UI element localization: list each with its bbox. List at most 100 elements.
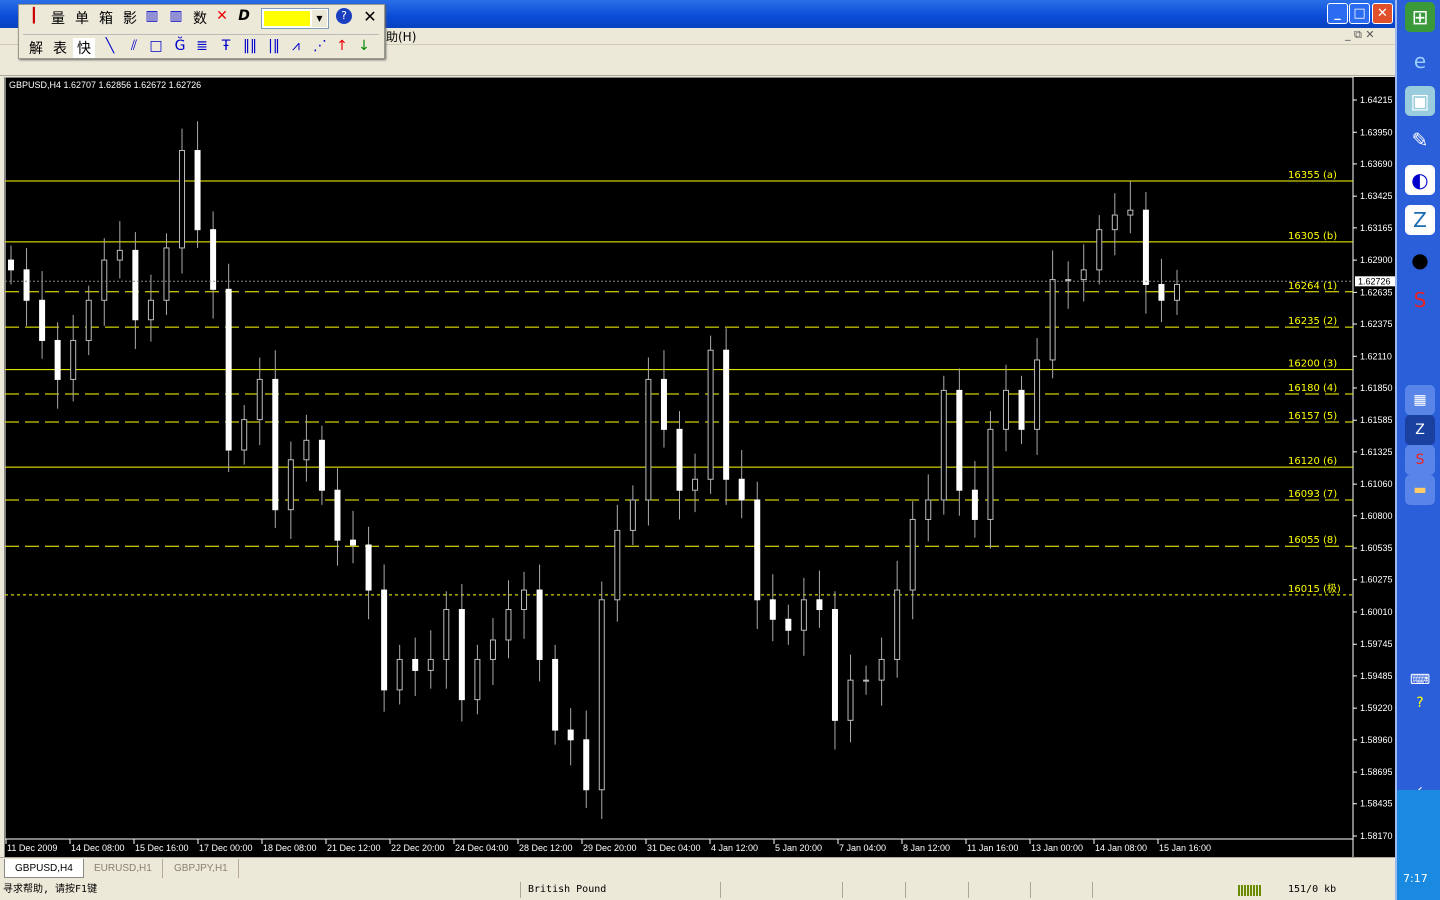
time-tick-label: 31 Dec 04:00 (647, 843, 701, 853)
candle-bearish (1018, 389, 1025, 430)
keyboard-icon[interactable]: ⌨ (1409, 672, 1431, 688)
histogram2-icon[interactable]: ▥ (169, 8, 183, 24)
candle-bullish (85, 299, 92, 341)
cross-icon[interactable]: ✕ (216, 8, 228, 24)
candlestick-icon[interactable]: ┃ (29, 8, 39, 24)
menu-help[interactable]: 助(H) (386, 30, 417, 44)
candle-bearish (754, 499, 761, 601)
current-price-box (1355, 276, 1395, 287)
level-label: 16264 (1) (1288, 281, 1337, 292)
app-icon[interactable]: ▣ (1405, 86, 1435, 116)
time-tick-label: 4 Jan 12:00 (711, 843, 758, 853)
candle-bullish (179, 150, 186, 249)
channel-tool-icon[interactable]: ⫽ (130, 38, 138, 54)
tool-order[interactable]: 单 (75, 11, 89, 27)
floating-drawing-toolbar: ┃ 量 单 箱 影 ▥ ▥ 数 ✕ D ▼ ? ✕ 解 表 快 ╲ ⫽ □ Ğ … (18, 4, 385, 59)
divider (905, 882, 906, 898)
help-icon[interactable]: ? (336, 8, 352, 24)
minimize-button[interactable]: _ (1327, 3, 1348, 24)
time-tick-label: 8 Jan 12:00 (903, 843, 950, 853)
candle-bearish (660, 378, 667, 430)
candle-bearish (132, 249, 139, 321)
fan-tool-icon[interactable]: ⩘ (292, 38, 300, 54)
gann-tool-icon[interactable]: Ğ (174, 38, 186, 54)
fibo-time-icon[interactable]: |‖ (268, 38, 280, 54)
time-tick-label: 24 Dec 04:00 (455, 843, 509, 853)
candle-bullish (287, 459, 294, 511)
candle-bullish (474, 658, 481, 701)
price-tick-label: 1.63165 (1360, 223, 1393, 233)
price-chart[interactable]: GBPUSD,H4 1.62707 1.62856 1.62672 1.6272… (4, 77, 1395, 857)
candle-bullish (70, 339, 77, 380)
rectangle-tool-icon[interactable]: □ (149, 38, 163, 54)
help-icon[interactable]: ? (1416, 695, 1424, 711)
cycle-lines-icon[interactable]: ‖‖ (243, 38, 257, 54)
fibo-tool-icon[interactable]: ≣ (196, 38, 208, 54)
taskbar-item-icon[interactable]: Z (1405, 415, 1435, 445)
taskbar-item-icon[interactable]: ▦ (1405, 385, 1435, 415)
candle-bullish (396, 658, 403, 691)
time-tick-label: 17 Dec 00:00 (199, 843, 253, 853)
price-tick-label: 1.63950 (1360, 127, 1393, 137)
chart-info: GBPUSD,H4 1.62707 1.62856 1.62672 1.6272… (9, 80, 202, 90)
mdi-controls[interactable]: _ ⧉ ✕ (1345, 28, 1375, 41)
chart-canvas[interactable]: 1.64215 1.63950 1.63690 1.63425 1.63165 1.629… (5, 77, 1396, 857)
tool-table[interactable]: 表 (53, 41, 67, 57)
zhi-icon[interactable]: Z (1405, 205, 1435, 235)
app-icon[interactable]: S (1413, 288, 1427, 312)
candle-bullish (878, 658, 885, 681)
ie-icon[interactable]: e (1413, 49, 1427, 73)
candle-bullish (863, 679, 870, 682)
candle-bullish (598, 599, 605, 791)
price-tick-label: 1.59485 (1360, 671, 1393, 681)
candle-bearish (412, 658, 419, 671)
candle-bullish (925, 499, 932, 520)
price-tick-label: 1.60535 (1360, 543, 1393, 553)
chart-tab[interactable]: GBPJPY,H1 (164, 859, 239, 878)
maximize-button[interactable]: □ (1349, 3, 1370, 24)
close-button[interactable]: ✕ (1372, 3, 1393, 24)
candle-bullish (629, 499, 636, 531)
histogram-icon[interactable]: ▥ (145, 8, 159, 24)
close-icon[interactable]: ✕ (363, 7, 377, 26)
level-label: 16200 (3) (1288, 359, 1337, 370)
dx-icon[interactable]: D (238, 8, 250, 24)
arrow-down-icon[interactable]: ↓ (358, 38, 370, 54)
windows-logo-icon[interactable]: ⊞ (1405, 2, 1435, 32)
tool-quick[interactable]: 快 (73, 38, 95, 58)
candle-bullish (1002, 389, 1009, 430)
gann-fan-icon[interactable]: ⋰ (313, 38, 327, 54)
time-tick-label: 11 Jan 16:00 (967, 843, 1018, 853)
paint-icon[interactable]: ✎ (1411, 128, 1429, 152)
candle-bearish (1142, 209, 1149, 285)
chart-tab[interactable]: GBPUSD,H4 (4, 859, 84, 878)
tool-analyze[interactable]: 解 (29, 41, 43, 57)
candle-bullish (1174, 283, 1180, 301)
candle-bullish (1080, 269, 1087, 281)
taskbar-item-icon[interactable]: S (1405, 445, 1435, 475)
divider (1092, 882, 1093, 898)
app-icon[interactable]: ◐ (1405, 165, 1435, 195)
tool-volume[interactable]: 量 (51, 11, 65, 27)
text-tool-icon[interactable]: Ŧ (221, 38, 231, 54)
tool-shadow[interactable]: 影 (123, 11, 137, 27)
candle-bearish (1158, 283, 1165, 301)
folder-icon[interactable]: ▬ (1405, 475, 1435, 505)
candle-bearish (381, 589, 388, 691)
tool-box[interactable]: 箱 (99, 11, 113, 27)
time-tick-label: 14 Jan 08:00 (1095, 843, 1147, 853)
price-tick-label: 1.60800 (1360, 511, 1393, 521)
price-tick-label: 1.58170 (1360, 831, 1393, 841)
candle-bullish (116, 249, 123, 261)
time-tick-label: 22 Dec 20:00 (391, 843, 445, 853)
chart-tab[interactable]: EURUSD,H1 (84, 859, 163, 878)
price-tick-label: 1.63690 (1360, 159, 1393, 169)
qq-icon[interactable]: ● (1411, 248, 1429, 272)
chevron-down-icon[interactable]: ▼ (312, 10, 327, 27)
price-tick-label: 1.60010 (1360, 607, 1393, 617)
price-tick-label: 1.60275 (1360, 575, 1393, 585)
color-select[interactable]: ▼ (261, 8, 329, 29)
line-tool-icon[interactable]: ╲ (105, 38, 115, 54)
tool-data[interactable]: 数 (193, 11, 207, 27)
arrow-up-icon[interactable]: ↑ (336, 38, 348, 54)
